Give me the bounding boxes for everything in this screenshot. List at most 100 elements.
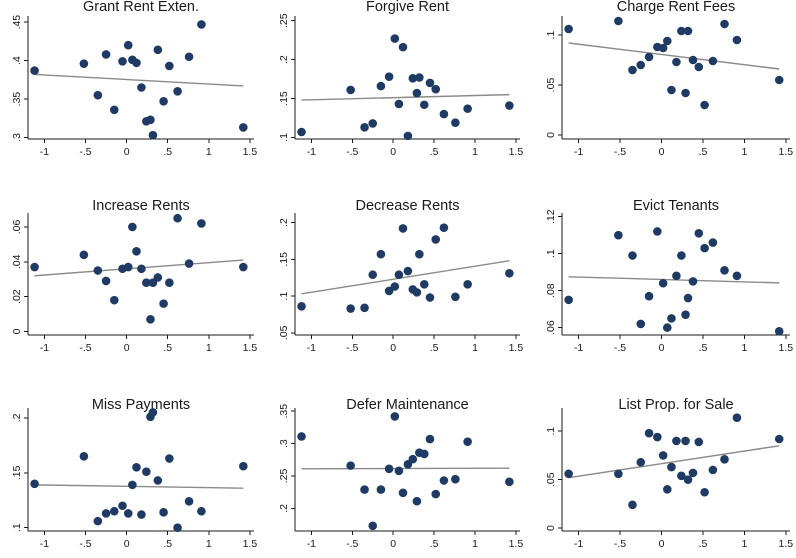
x-tick-label: -.5 <box>79 146 91 158</box>
scatter-point <box>439 109 449 119</box>
scatter-point <box>708 238 718 247</box>
x-tick-label: .5 <box>430 342 439 354</box>
panel-title: Decrease Rents <box>356 198 460 214</box>
scatter-point <box>239 262 248 272</box>
scatter-point <box>93 90 103 100</box>
y-tick-label: .05 <box>545 78 557 93</box>
scatter-point <box>173 213 182 223</box>
panel-evict-tenants: Evict Tenants .06 .08 .1 .12 -1 -.5 0 .5 1 1.5 <box>545 198 793 354</box>
scatter-point <box>505 477 514 487</box>
scatter-point <box>132 463 141 472</box>
scatter-point <box>636 457 646 467</box>
scatter-point <box>672 57 681 67</box>
scatter-point <box>137 510 146 519</box>
scatter-point <box>439 476 449 485</box>
scatter-point <box>148 408 158 417</box>
scatter-point <box>239 123 248 132</box>
scatter-point <box>30 66 39 75</box>
y-tick-label: .1 <box>545 249 557 258</box>
scatter-point <box>165 454 174 463</box>
scatter-point <box>142 467 151 476</box>
x-tick-label: 0 <box>390 146 396 158</box>
panel-list-prop-for-sale: List Prop. for Sale 0 .05 .1 -1 -.5 0 .5 1 1.5 <box>545 397 793 550</box>
x-tick-label: 1 <box>472 538 478 550</box>
y-tick-label: .08 <box>545 283 557 298</box>
x-tick-label: 0 <box>390 538 396 550</box>
scatter-point <box>425 293 435 302</box>
scatter-point <box>398 42 408 52</box>
y-tick-label: .05 <box>545 472 557 487</box>
scatter-point <box>79 452 89 461</box>
panel-title: List Prop. for Sale <box>618 397 733 413</box>
scatter-point <box>672 436 681 446</box>
scatter-point <box>360 485 369 494</box>
scatter-point <box>159 97 168 106</box>
fit-line <box>568 445 780 479</box>
scatter-point <box>165 278 174 288</box>
scatter-point <box>688 468 698 478</box>
x-tick-label: 0 <box>124 342 130 354</box>
x-tick-label: .5 <box>163 342 172 354</box>
scatter-point <box>239 461 248 471</box>
panel-increase-rents: Increase Rents 0 .02 .04 .06 -1 -.5 0 .5 1 1.5 <box>11 198 257 354</box>
scatter-point <box>297 127 306 137</box>
x-tick-label: -1 <box>574 342 583 354</box>
scatter-point <box>658 451 668 460</box>
scatter-point <box>346 85 355 95</box>
scatter-point <box>346 304 355 313</box>
y-tick-label: .4 <box>11 56 23 65</box>
scatter-point <box>415 73 424 82</box>
panel-title: Forgive Rent <box>366 0 449 15</box>
scatter-point <box>700 487 709 497</box>
scatter-point <box>700 243 709 253</box>
scatter-point <box>431 235 441 244</box>
x-tick-label: .5 <box>163 146 172 158</box>
scatter-point <box>628 500 637 510</box>
fit-line <box>34 484 244 489</box>
x-tick-label: -1 <box>40 538 49 550</box>
scatter-point <box>667 314 676 323</box>
x-tick-label: -1 <box>40 342 49 354</box>
x-tick-label: .5 <box>699 146 708 158</box>
scatter-point <box>431 489 441 499</box>
scatter-point <box>412 288 422 297</box>
x-tick-label: .5 <box>699 538 708 550</box>
scatter-point <box>564 295 573 305</box>
scatter-point <box>662 485 672 494</box>
scatter-point <box>564 469 573 479</box>
scatter-point <box>774 327 784 336</box>
x-tick-label: 1.5 <box>243 342 258 354</box>
scatter-point <box>118 501 127 511</box>
y-tick-label: .12 <box>545 209 557 224</box>
scatter-point <box>688 277 698 286</box>
scatter-point <box>79 250 89 260</box>
scatter-point <box>398 488 408 498</box>
scatter-point <box>667 85 676 95</box>
scatter-point <box>431 84 441 94</box>
scatter-point <box>197 506 206 516</box>
y-tick-label: .45 <box>11 15 23 30</box>
fit-line <box>34 73 244 87</box>
scatter-point <box>694 437 704 447</box>
y-tick-label: .15 <box>278 91 290 106</box>
scatter-point <box>720 266 729 275</box>
scatter-point <box>368 270 378 280</box>
scatter-point <box>101 276 111 286</box>
scatter-point <box>774 434 784 444</box>
y-tick-label: .15 <box>278 252 290 267</box>
x-tick-label: 1.5 <box>509 342 524 354</box>
y-tick-label: .2 <box>278 504 290 513</box>
scatter-point <box>732 271 742 281</box>
scatter-point <box>694 229 704 238</box>
scatter-point <box>732 35 742 45</box>
scatter-point <box>390 412 400 421</box>
scatter-point <box>137 264 146 274</box>
scatter-point <box>394 99 404 109</box>
y-tick-label: 0 <box>545 132 557 138</box>
panel-title: Evict Tenants <box>633 198 719 214</box>
scatter-point <box>419 279 429 289</box>
scatter-point <box>662 323 672 332</box>
y-tick-label: .25 <box>278 13 290 28</box>
scatter-point <box>683 26 693 36</box>
scatter-point <box>463 437 472 446</box>
